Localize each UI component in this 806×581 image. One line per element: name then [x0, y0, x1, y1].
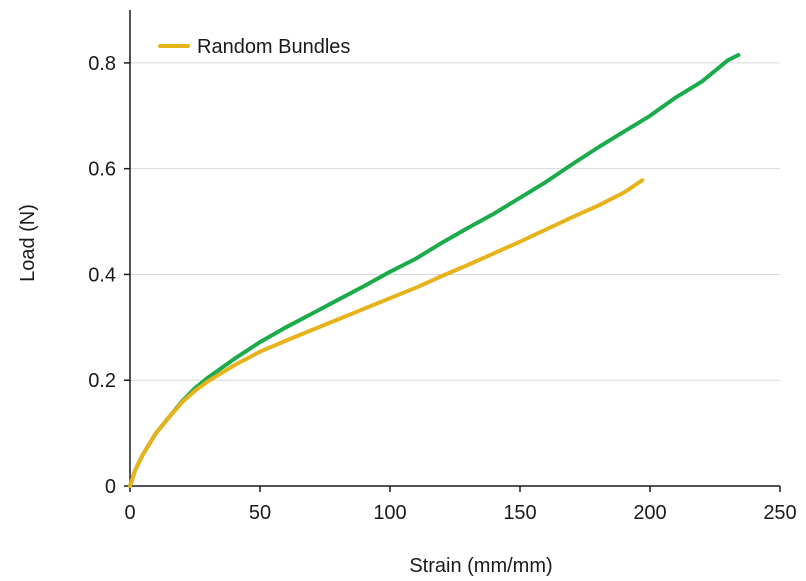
- x-tick-label: 100: [373, 502, 406, 524]
- y-tick-label: 0.4: [88, 264, 116, 286]
- legend-label: Random Bundles: [197, 36, 350, 58]
- axes: 0 0.2 0.4 0.6 0.8 0 50 100 150 200 250: [88, 10, 797, 524]
- series-line-1: [128, 178, 645, 488]
- x-tick-label: 200: [633, 502, 666, 524]
- x-tick-label: 0: [124, 502, 135, 524]
- y-tick-label: 0.2: [88, 370, 116, 392]
- series-layer: [128, 53, 741, 488]
- x-axis-title: Strain (mm/mm): [409, 555, 552, 577]
- gridlines: [130, 62, 780, 381]
- x-tick-label: 50: [249, 502, 271, 524]
- y-tick-label: 0.8: [88, 53, 116, 75]
- x-tick-label: 250: [763, 502, 796, 524]
- y-axis-title: Load (N): [17, 204, 39, 282]
- y-tick-label: 0: [105, 476, 116, 498]
- y-tick-label: 0.6: [88, 159, 116, 181]
- series-line-0: [128, 53, 741, 488]
- x-tick-label: 150: [503, 502, 536, 524]
- legend: Random Bundles: [158, 36, 350, 58]
